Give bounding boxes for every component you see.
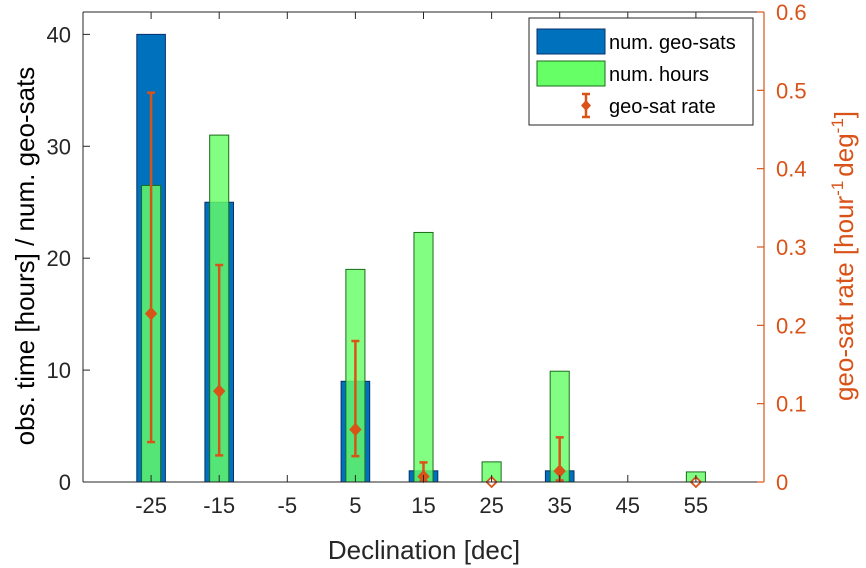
x-tick-label--15: -15: [203, 493, 235, 518]
y-tick-label-right-0.6: 0.6: [776, 0, 807, 25]
x-tick-label-35: 35: [547, 493, 571, 518]
y-tick-label-left-0: 0: [59, 470, 71, 495]
rate-marker--25: [144, 306, 158, 321]
y-axis-label-right-unit: deg: [829, 133, 859, 176]
y-tick-label-left-40: 40: [47, 22, 71, 47]
x-tick-label--25: -25: [135, 493, 167, 518]
legend-diamond-marker: [581, 100, 591, 111]
legend-swatch-hours: [536, 60, 606, 87]
y-tick-label-right-0: 0: [776, 470, 788, 495]
x-tick-label--5: -5: [278, 493, 298, 518]
legend-swatch-geo-sats: [536, 28, 606, 55]
y-tick-label-left-20: 20: [47, 246, 71, 271]
rate-marker--15: [213, 384, 226, 398]
x-tick-label-25: 25: [479, 493, 503, 518]
bar-hours-15: [413, 231, 434, 483]
y-tick-label-left-30: 30: [47, 134, 71, 159]
y-tick-label-left-10: 10: [47, 358, 71, 383]
x-tick-label-5: 5: [349, 493, 361, 518]
rate-marker-5: [349, 422, 362, 437]
legend: num. geo-sats num. hours geo-sat rate: [528, 17, 754, 126]
y-tick-label-right-0.3: 0.3: [776, 235, 807, 260]
x-tick-label-15: 15: [411, 493, 435, 518]
x-tick-label-55: 55: [684, 493, 708, 518]
y-axis-label-right-sup2: -1: [828, 118, 847, 133]
y-axis-label-right-sup1: -1: [828, 181, 847, 196]
y-axis-label-right-close: ]: [829, 111, 859, 118]
legend-label-hours: num. hours: [609, 64, 709, 86]
y-tick-label-right-0.2: 0.2: [776, 313, 807, 338]
legend-label-geo-sats: num. geo-sats: [609, 32, 736, 54]
y-axis-label-left: obs. time [hours] / num. geo-sats: [10, 67, 40, 446]
x-tick-label-45: 45: [616, 493, 640, 518]
y-axis-label-right: geo-sat rate [hour-1deg-1]: [828, 111, 859, 401]
y-tick-label-right-0.1: 0.1: [776, 392, 807, 417]
legend-label-rate: geo-sat rate: [609, 96, 716, 118]
y-axis-label-right-main: geo-sat rate [hour: [829, 195, 859, 401]
y-tick-label-right-0.5: 0.5: [776, 78, 807, 103]
y-tick-label-right-0.4: 0.4: [776, 157, 807, 182]
x-axis-label: Declination [dec]: [328, 535, 520, 565]
